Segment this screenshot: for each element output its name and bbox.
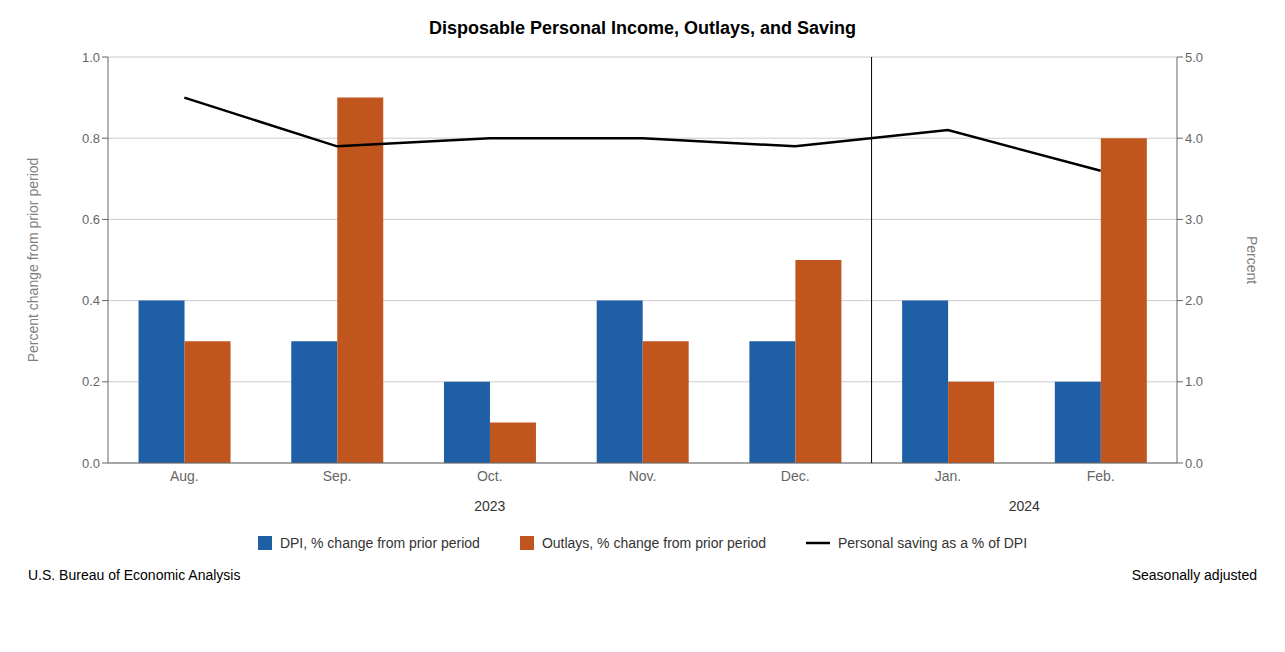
svg-text:Feb.: Feb. [1087, 468, 1115, 484]
svg-text:0.8: 0.8 [82, 131, 100, 146]
svg-text:3.0: 3.0 [1185, 212, 1203, 227]
svg-text:0.2: 0.2 [82, 374, 100, 389]
svg-text:Jan.: Jan. [935, 468, 961, 484]
html-text:Disposable Personal Income, Ou: Disposable Personal Income, Outlays, and… [428, 18, 857, 38]
svg-text:2024: 2024 [1009, 498, 1040, 514]
svg-text:2023: 2023 [474, 498, 505, 514]
html-text:DPI, % change from prior perio: DPI, % change from prior period [279, 535, 480, 551]
svg-text:Aug.: Aug. [170, 468, 199, 484]
html-text:Personal saving as a % of DPI: Personal saving as a % of DPI [838, 535, 1028, 551]
svg-text:Percent: Percent [1244, 236, 1260, 284]
svg-text:4.0: 4.0 [1185, 131, 1203, 146]
svg-text:0.0: 0.0 [82, 456, 100, 471]
svg-text:5.0: 5.0 [1185, 50, 1203, 65]
svg-text:Nov.: Nov. [629, 468, 657, 484]
html-text:Outlays, % change from prior p: Outlays, % change from prior period [541, 535, 766, 551]
svg-text:Percent change from prior peri: Percent change from prior period [25, 158, 41, 363]
svg-text:2.0: 2.0 [1185, 293, 1203, 308]
svg-text:0.4: 0.4 [82, 293, 100, 308]
svg-text:0.0: 0.0 [1185, 456, 1203, 471]
svg-text:1.0: 1.0 [1185, 374, 1203, 389]
svg-text:1.0: 1.0 [82, 50, 100, 65]
svg-text:Oct.: Oct. [477, 468, 503, 484]
html-text:Seasonally adjusted: Seasonally adjusted [1131, 567, 1257, 583]
svg-text:Dec.: Dec. [781, 468, 810, 484]
svg-text:Sep.: Sep. [323, 468, 352, 484]
html-text:U.S. Bureau of Economic Analys: U.S. Bureau of Economic Analysis [28, 567, 241, 583]
svg-text:0.6: 0.6 [82, 212, 100, 227]
